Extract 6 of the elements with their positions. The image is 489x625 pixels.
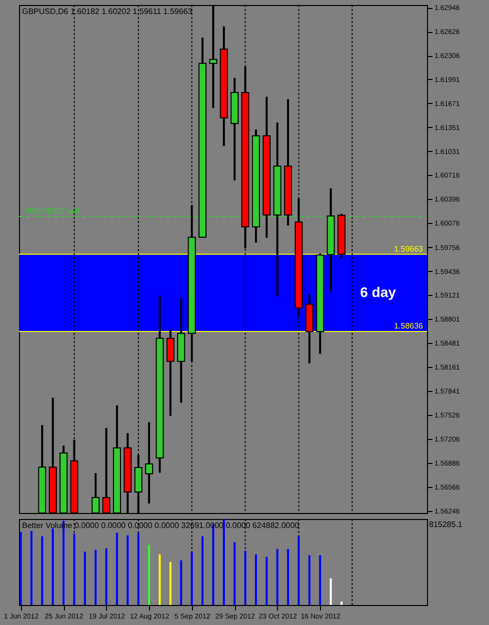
ref-line-label: #69578332 sell [25, 206, 80, 216]
ref-line-label: 1.58636 [394, 321, 424, 330]
band-label: 6 day [360, 284, 396, 300]
text: 815285.1 [429, 520, 463, 529]
chart-title: GBPUSD,D6 1.60182 1.60202 1.59611 1.59663 [22, 7, 193, 16]
ref-line-label: 1.59663 [394, 244, 424, 254]
